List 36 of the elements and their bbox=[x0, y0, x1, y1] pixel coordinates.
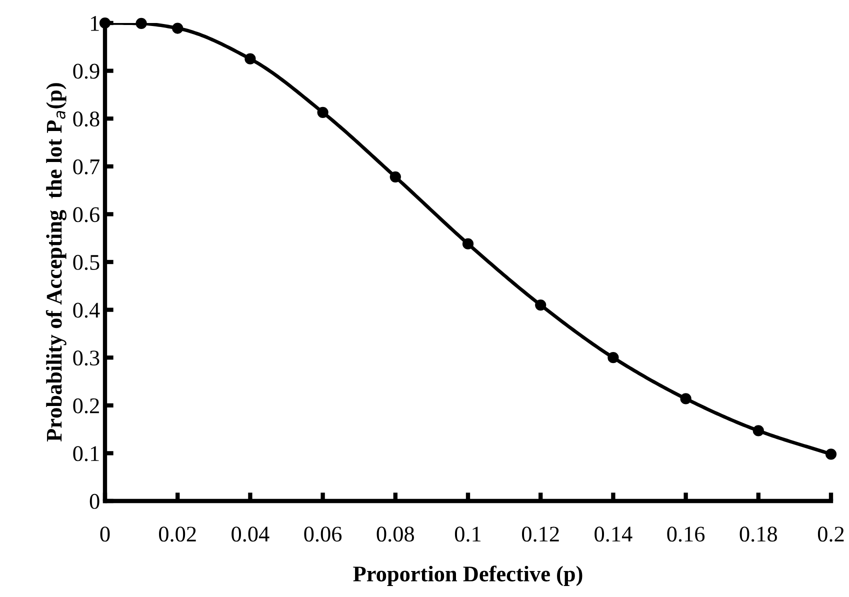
y-tick-label: 0.5 bbox=[73, 254, 100, 270]
y-tick-label: 0.2 bbox=[73, 398, 99, 414]
x-tick-label: 0.16 bbox=[667, 526, 705, 542]
point bbox=[390, 171, 401, 182]
x-tick-label: 0.02 bbox=[159, 526, 196, 542]
y-tick-label: 0.4 bbox=[73, 302, 100, 318]
point bbox=[680, 393, 692, 404]
point bbox=[535, 299, 546, 311]
y-tick-label: 0.3 bbox=[73, 350, 100, 366]
point bbox=[825, 448, 837, 460]
y-axis-title: Probability of Accepting the lot P$_{a}$(p) bbox=[46, 83, 66, 442]
y-tick-label: 0 bbox=[90, 494, 100, 509]
x-tick-label: 0.04 bbox=[232, 526, 270, 542]
point bbox=[752, 425, 764, 436]
y-tick-label: 0.8 bbox=[73, 112, 100, 127]
x-tick-label: 0.08 bbox=[376, 526, 414, 542]
x-tick-label: 0 bbox=[100, 526, 110, 542]
point bbox=[244, 53, 256, 64]
point bbox=[136, 18, 147, 30]
y-tick-label: 1 bbox=[90, 16, 99, 31]
x-tick-label: 0.06 bbox=[304, 526, 342, 542]
x-tick-label: 0.12 bbox=[522, 526, 559, 542]
point bbox=[608, 352, 619, 364]
point bbox=[462, 238, 474, 250]
x-tick-label: 0.2 bbox=[818, 526, 844, 542]
point bbox=[99, 17, 111, 29]
x-tick-label: 0.18 bbox=[740, 526, 777, 542]
point bbox=[172, 22, 184, 34]
x-tick-label: 0.1 bbox=[454, 526, 481, 542]
y-tick-label: 0.6 bbox=[73, 207, 100, 222]
y-tick-label: 0.7 bbox=[73, 159, 100, 174]
x-axis-title: Proportion Defective (p) bbox=[353, 566, 582, 586]
x-tick-label: 0.14 bbox=[594, 526, 632, 542]
y-tick-label: 0.1 bbox=[73, 446, 99, 462]
y-tick-label: 0.9 bbox=[73, 64, 100, 79]
point bbox=[317, 106, 328, 118]
